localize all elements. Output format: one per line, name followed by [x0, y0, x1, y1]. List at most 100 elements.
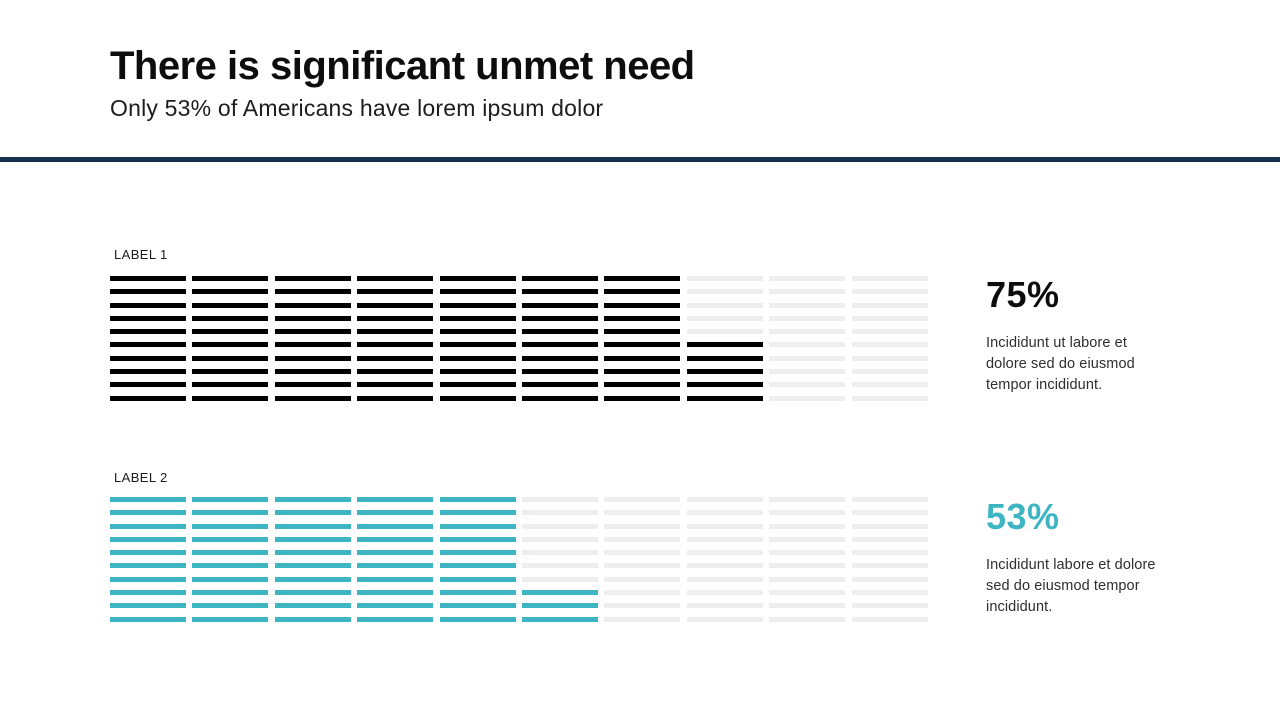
waffle-stripe — [192, 603, 269, 609]
waffle-stripe — [686, 382, 763, 388]
waffle-stripe — [851, 603, 928, 609]
waffle-stripe — [521, 523, 598, 529]
waffle-stripe — [357, 510, 434, 516]
waffle-stripe — [274, 536, 351, 542]
waffle-stripe — [192, 550, 269, 556]
waffle-block — [274, 497, 351, 622]
waffle-stripe — [686, 536, 763, 542]
waffle-block — [110, 276, 186, 401]
waffle-stripe — [357, 523, 434, 529]
waffle-block — [604, 497, 681, 622]
chart1-waffle-grid — [110, 276, 928, 401]
waffle-stripe — [851, 590, 928, 596]
waffle-stripe — [357, 616, 434, 622]
waffle-stripe — [357, 382, 434, 388]
waffle-stripe — [769, 289, 846, 295]
waffle-stripe — [686, 563, 763, 569]
waffle-stripe — [439, 315, 516, 321]
waffle-stripe — [192, 563, 269, 569]
waffle-stripe — [192, 355, 269, 361]
waffle-stripe — [110, 563, 186, 569]
waffle-stripe — [521, 590, 598, 596]
waffle-stripe — [769, 315, 846, 321]
waffle-stripe — [604, 550, 681, 556]
waffle-stripe — [851, 369, 928, 375]
waffle-stripe — [110, 289, 186, 295]
waffle-stripe — [357, 550, 434, 556]
chart2-label: LABEL 2 — [114, 470, 168, 485]
waffle-stripe — [769, 576, 846, 582]
waffle-stripe — [851, 510, 928, 516]
waffle-stripe — [357, 576, 434, 582]
waffle-stripe — [439, 276, 516, 281]
waffle-stripe — [357, 342, 434, 348]
waffle-stripe — [769, 369, 846, 375]
waffle-stripe — [192, 576, 269, 582]
waffle-stripe — [357, 563, 434, 569]
chart1-label: LABEL 1 — [114, 247, 168, 262]
waffle-stripe — [851, 497, 928, 502]
waffle-stripe — [274, 382, 351, 388]
waffle-stripe — [521, 329, 598, 335]
waffle-block — [769, 276, 846, 401]
waffle-stripe — [274, 523, 351, 529]
waffle-stripe — [274, 289, 351, 295]
waffle-stripe — [521, 276, 598, 281]
waffle-stripe — [192, 536, 269, 542]
waffle-stripe — [110, 590, 186, 596]
waffle-stripe — [604, 576, 681, 582]
waffle-stripe — [110, 510, 186, 516]
waffle-stripe — [851, 395, 928, 401]
waffle-stripe — [357, 329, 434, 335]
waffle-block — [851, 497, 928, 622]
waffle-stripe — [357, 536, 434, 542]
chart2-stat: 53% Incididunt labore et dolore sed do e… — [986, 496, 1186, 618]
waffle-stripe — [604, 497, 681, 502]
waffle-stripe — [110, 342, 186, 348]
waffle-stripe — [604, 616, 681, 622]
waffle-stripe — [439, 523, 516, 529]
waffle-stripe — [686, 276, 763, 281]
waffle-stripe — [110, 576, 186, 582]
waffle-stripe — [439, 550, 516, 556]
waffle-stripe — [439, 342, 516, 348]
waffle-stripe — [851, 536, 928, 542]
waffle-stripe — [604, 523, 681, 529]
waffle-stripe — [274, 590, 351, 596]
waffle-stripe — [851, 289, 928, 295]
waffle-stripe — [686, 616, 763, 622]
waffle-stripe — [769, 382, 846, 388]
waffle-stripe — [521, 369, 598, 375]
waffle-stripe — [110, 369, 186, 375]
waffle-stripe — [192, 276, 269, 281]
waffle-stripe — [521, 497, 598, 502]
waffle-stripe — [274, 603, 351, 609]
waffle-stripe — [274, 315, 351, 321]
waffle-stripe — [851, 563, 928, 569]
waffle-stripe — [686, 355, 763, 361]
waffle-block — [357, 497, 434, 622]
waffle-stripe — [604, 369, 681, 375]
waffle-stripe — [439, 590, 516, 596]
waffle-block — [686, 276, 763, 401]
waffle-stripe — [274, 329, 351, 335]
waffle-stripe — [851, 550, 928, 556]
waffle-block — [851, 276, 928, 401]
waffle-stripe — [439, 289, 516, 295]
waffle-stripe — [851, 342, 928, 348]
waffle-stripe — [604, 276, 681, 281]
waffle-stripe — [686, 302, 763, 308]
waffle-stripe — [110, 497, 186, 502]
slide-title: There is significant unmet need — [110, 44, 695, 88]
waffle-stripe — [686, 342, 763, 348]
waffle-block — [439, 497, 516, 622]
waffle-block — [686, 497, 763, 622]
waffle-block — [604, 276, 681, 401]
waffle-stripe — [521, 382, 598, 388]
waffle-stripe — [521, 603, 598, 609]
waffle-stripe — [192, 616, 269, 622]
chart2-stat-description: Incididunt labore et dolore sed do eiusm… — [986, 557, 1156, 615]
chart2-waffle-grid — [110, 497, 928, 622]
waffle-stripe — [851, 616, 928, 622]
